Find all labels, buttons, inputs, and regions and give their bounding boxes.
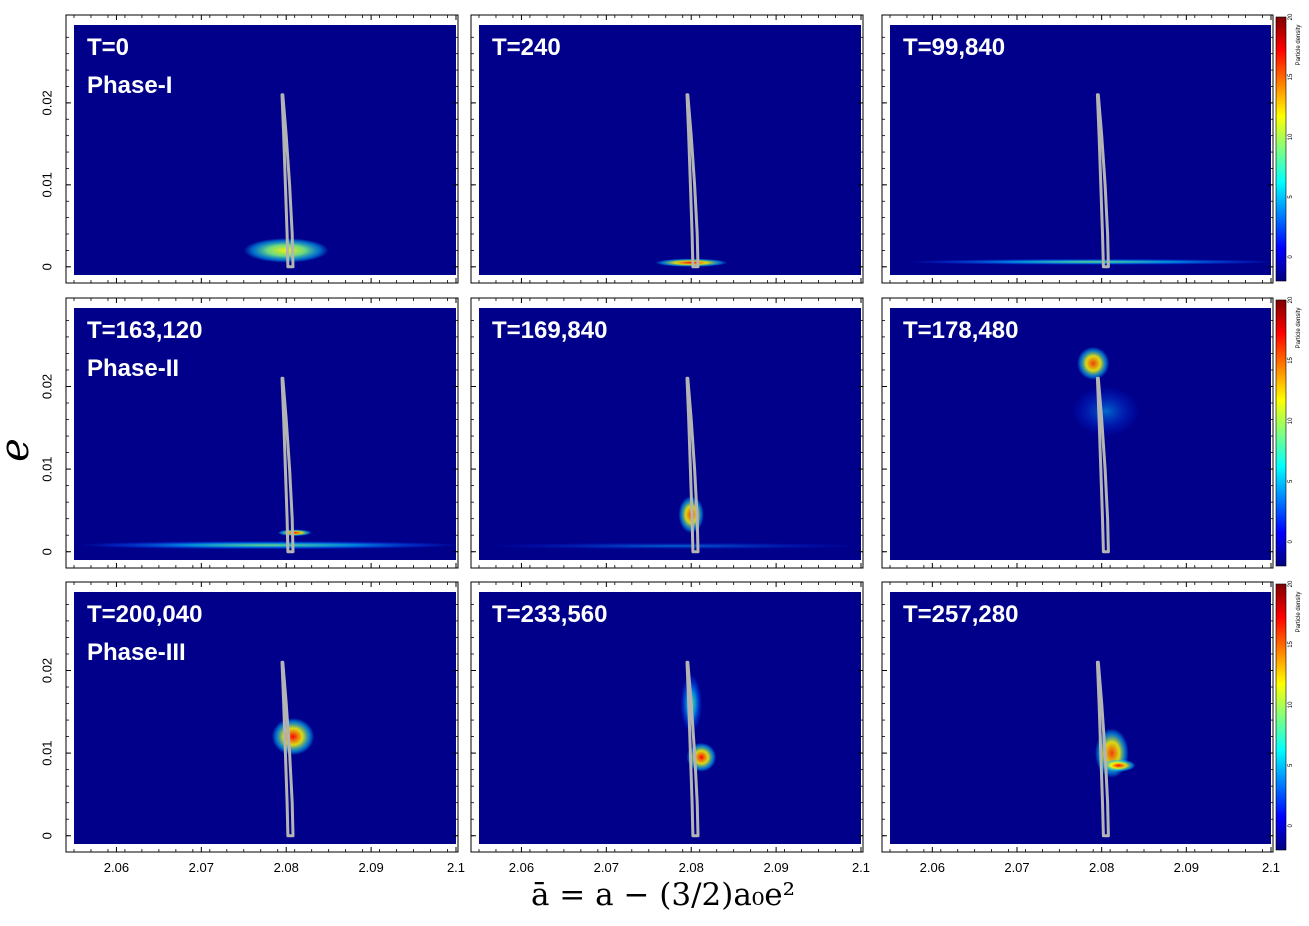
density-blob xyxy=(277,529,312,537)
colorbar-tick-label: 5 xyxy=(1288,195,1294,199)
phase-label: Phase-II xyxy=(87,355,179,382)
x-tick-label: 2.1 xyxy=(852,860,870,875)
density-blob xyxy=(1101,759,1136,772)
y-tick-label: 0.01 xyxy=(39,740,54,765)
density-blob xyxy=(1077,346,1110,380)
colorbar xyxy=(1275,583,1287,851)
colorbar-tick-label: 20 xyxy=(1288,13,1294,20)
density-blob xyxy=(906,258,1271,265)
separatrix-curve xyxy=(1095,93,1110,269)
plot-background xyxy=(479,592,861,844)
density-blob xyxy=(78,540,456,550)
panel-title: T=169,840 xyxy=(492,317,607,344)
y-tick-label: 0.01 xyxy=(39,456,54,481)
separatrix-curve xyxy=(685,376,700,554)
colorbar-tick-label: 5 xyxy=(1288,479,1294,483)
panel-8: T=233,560 xyxy=(470,581,864,853)
panel-title: T=99,840 xyxy=(903,34,1005,61)
density-blob xyxy=(1072,386,1140,437)
separatrix-curve xyxy=(1095,376,1110,554)
phase-label: Phase-I xyxy=(87,72,172,99)
separatrix-curve xyxy=(280,93,295,269)
density-blob xyxy=(271,718,315,756)
panel-title: T=200,040 xyxy=(87,601,202,628)
y-tick-label: 0.02 xyxy=(39,658,54,683)
colorbar-tick-label: 15 xyxy=(1288,356,1294,363)
density-blob xyxy=(487,542,861,550)
x-tick-label: 2.09 xyxy=(358,860,383,875)
colorbar-label: Particle density xyxy=(1296,25,1302,66)
colorbar-tick-label: 5 xyxy=(1288,763,1294,767)
colorbar-tick-label: 15 xyxy=(1288,640,1294,647)
separatrix-curve xyxy=(685,93,700,269)
y-tick-label: 0.01 xyxy=(39,172,54,197)
colorbar-tick-label: 0 xyxy=(1288,823,1294,827)
panel-2: T=240 xyxy=(470,14,864,284)
plot-background xyxy=(74,25,456,275)
panel-5: T=169,840 xyxy=(470,297,864,569)
density-blob xyxy=(655,258,728,267)
panel-title: T=240 xyxy=(492,34,561,61)
colorbar-tick-label: 0 xyxy=(1288,539,1294,543)
plot-background xyxy=(479,25,861,275)
y-tick-label: 0.02 xyxy=(39,374,54,399)
x-tick-label: 2.07 xyxy=(594,860,619,875)
plot-background xyxy=(890,308,1271,560)
panel-title: T=0 xyxy=(87,34,129,61)
colorbar-tick-label: 20 xyxy=(1288,296,1294,303)
x-tick-label: 2.08 xyxy=(679,860,704,875)
shared-y-label: e xyxy=(0,438,38,462)
x-tick-label: 2.09 xyxy=(1174,860,1199,875)
colorbar-label: Particle density xyxy=(1296,308,1302,349)
panel-title: T=163,120 xyxy=(87,317,202,344)
plot-background xyxy=(890,25,1271,275)
x-tick-label: 2.06 xyxy=(509,860,534,875)
panel-4: T=163,120 Phase-II xyxy=(65,297,459,569)
colorbar xyxy=(1275,16,1287,282)
x-tick-label: 2.07 xyxy=(1004,860,1029,875)
x-tick-label: 2.08 xyxy=(1089,860,1114,875)
colorbar-label: Particle density xyxy=(1296,592,1302,633)
y-tick-label: 0 xyxy=(39,548,54,555)
x-tick-label: 2.06 xyxy=(104,860,129,875)
separatrix-curve xyxy=(280,660,295,838)
y-tick-label: 0 xyxy=(39,263,54,270)
plot-background xyxy=(74,308,456,560)
colorbar-tick-label: 10 xyxy=(1288,417,1294,424)
x-tick-label: 2.06 xyxy=(920,860,945,875)
colorbar-tick-label: 10 xyxy=(1288,133,1294,140)
separatrix-curve xyxy=(685,660,700,838)
colorbar-tick-label: 20 xyxy=(1288,580,1294,587)
colorbar-tick-label: 15 xyxy=(1288,73,1294,80)
panel-7: T=200,040 Phase-III xyxy=(65,581,459,853)
y-tick-label: 0 xyxy=(39,832,54,839)
panel-title: T=257,280 xyxy=(903,601,1018,628)
phase-label: Phase-III xyxy=(87,639,186,666)
colorbar-tick-label: 0 xyxy=(1288,255,1294,259)
separatrix-curve xyxy=(1095,660,1110,838)
panel-title: T=178,480 xyxy=(903,317,1018,344)
x-tick-label: 2.09 xyxy=(763,860,788,875)
panel-1: T=0 Phase-I xyxy=(65,14,459,284)
colorbar-tick-label: 10 xyxy=(1288,701,1294,708)
y-tick-label: 0.02 xyxy=(39,90,54,115)
x-tick-label: 2.07 xyxy=(189,860,214,875)
colorbar xyxy=(1275,299,1287,567)
plot-background xyxy=(74,592,456,844)
x-tick-label: 2.1 xyxy=(447,860,465,875)
x-tick-label: 2.1 xyxy=(1262,860,1280,875)
plot-background xyxy=(890,592,1271,844)
x-tick-label: 2.08 xyxy=(274,860,299,875)
separatrix-curve xyxy=(280,376,295,554)
shared-x-label: ā = a − (3/2)a₀e² xyxy=(531,877,795,913)
panel-title: T=233,560 xyxy=(492,601,607,628)
plot-background xyxy=(479,308,861,560)
